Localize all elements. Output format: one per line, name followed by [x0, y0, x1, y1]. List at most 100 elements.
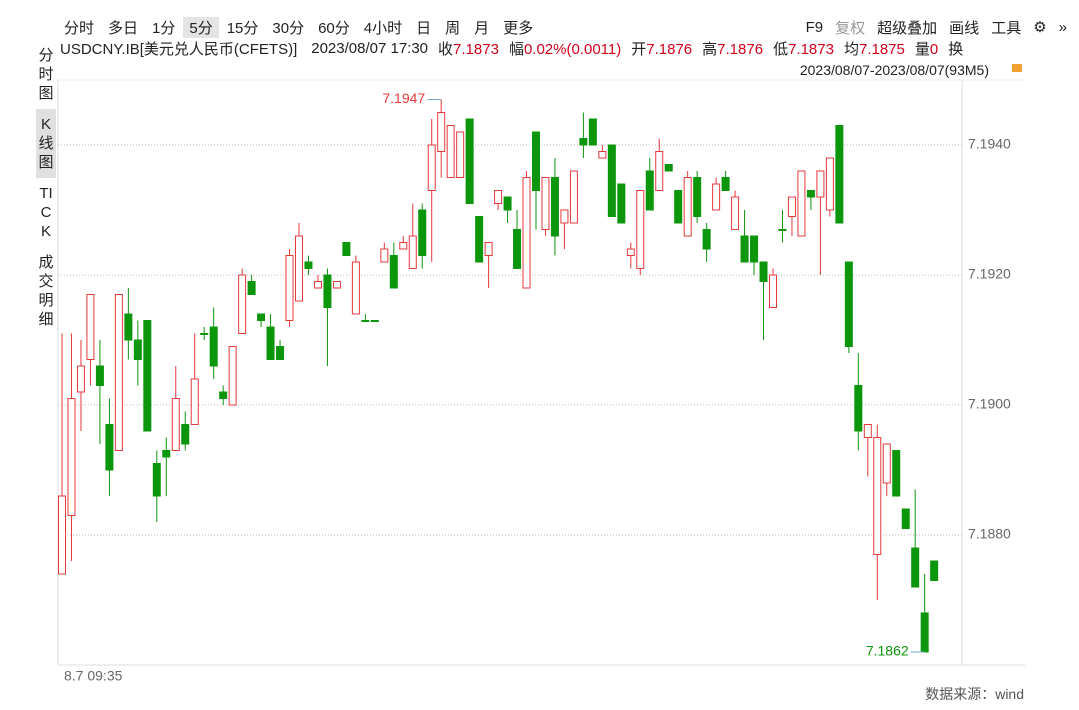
candle-body — [162, 450, 171, 458]
side-tab[interactable]: TICK — [39, 185, 53, 240]
period-tab[interactable]: 周 — [445, 19, 461, 37]
period-tab[interactable]: 30分 — [272, 19, 305, 37]
tool-button[interactable]: 工具 — [991, 19, 1022, 37]
candle-body — [560, 209, 569, 224]
period-tab[interactable]: 更多 — [503, 19, 534, 37]
tool-button[interactable]: 超级叠加 — [877, 19, 938, 37]
candle-body — [721, 177, 730, 191]
candle-body — [787, 196, 796, 217]
more-icon[interactable]: » — [1058, 18, 1067, 36]
field-label: 收 — [438, 40, 454, 58]
tool-button[interactable]: F9 — [805, 18, 824, 36]
candle-body — [465, 118, 474, 204]
period-tab[interactable]: 月 — [474, 19, 490, 37]
field-label: 换 — [948, 40, 964, 58]
tool-button[interactable]: 复权 — [835, 19, 866, 37]
period-tab[interactable]: 日 — [416, 19, 432, 37]
field-value: 7.1876 — [646, 40, 693, 58]
candle-body — [664, 164, 673, 172]
candle-body — [247, 281, 256, 295]
side-tab[interactable]: K线图 — [36, 109, 56, 178]
candle-body — [607, 144, 616, 217]
candle-body — [569, 170, 578, 224]
field-value: 7.1875 — [858, 40, 905, 58]
candle-body — [712, 183, 721, 211]
side-tab[interactable]: 分时图 — [38, 47, 54, 102]
candle-body — [541, 177, 550, 230]
candle-body — [152, 463, 161, 497]
candle-body — [266, 326, 275, 360]
candle-body — [588, 118, 597, 146]
period-tab[interactable]: 15分 — [226, 19, 259, 37]
candle-body — [408, 235, 417, 269]
quote-field: 收7.1873 — [438, 38, 499, 59]
candle-body — [655, 151, 664, 191]
candle-body — [731, 196, 740, 230]
period-tab[interactable]: 多日 — [108, 19, 139, 37]
candle-body — [219, 391, 228, 399]
y-tick-label: 7.1920 — [968, 266, 1011, 282]
candle-body — [105, 424, 114, 471]
candle-body — [399, 242, 408, 250]
candle-body — [58, 495, 66, 575]
candle-body — [323, 274, 332, 308]
period-tab[interactable]: 1分 — [152, 19, 176, 37]
candle-body — [342, 242, 351, 256]
candle-body — [882, 443, 891, 484]
source: 数据来源：wind — [925, 686, 1024, 702]
candle-body — [873, 437, 882, 555]
candle-body — [901, 508, 910, 529]
candle-body — [171, 398, 180, 451]
candle-body — [617, 183, 626, 224]
candle-body — [645, 170, 654, 211]
candle-body — [494, 190, 503, 204]
candle-body — [769, 274, 777, 308]
candle-body — [295, 235, 303, 302]
settings-icon[interactable]: ⚙ — [1033, 19, 1047, 36]
candle-body — [636, 190, 645, 269]
period-tab[interactable]: 分时 — [64, 19, 95, 37]
candle-body — [389, 255, 398, 289]
candle-body — [190, 378, 199, 425]
candle-body — [522, 177, 531, 289]
candle-body — [750, 235, 759, 263]
symbol: USDCNY.IB[美元兑人民币(CFETS)] — [60, 40, 298, 58]
field-label: 高 — [702, 40, 718, 58]
candle-body — [276, 346, 285, 360]
candle-body — [446, 125, 455, 178]
period-tab[interactable]: 5分 — [183, 16, 219, 38]
candle-body — [351, 261, 360, 315]
field-label: 开 — [631, 40, 647, 58]
lock-icon — [1012, 64, 1022, 72]
candle-body — [124, 313, 133, 341]
candle-body — [825, 157, 834, 211]
candle-body — [683, 177, 692, 237]
field-value: 0 — [929, 40, 939, 58]
candle-body — [816, 170, 825, 198]
candle-body — [598, 151, 607, 159]
tool-toolbar: F9 复权 超级叠加 画线 工具 ⚙ » — [794, 16, 1067, 38]
side-tab[interactable]: 成交明细 — [38, 254, 54, 328]
field-value: 7.1876 — [717, 40, 764, 58]
candle-body — [456, 131, 465, 178]
tool-button[interactable]: 画线 — [949, 19, 980, 37]
candle-body — [626, 248, 635, 256]
candle-body — [778, 229, 787, 231]
candle-body — [181, 424, 190, 445]
candle-body — [532, 131, 540, 191]
candle-body — [797, 170, 806, 237]
candle-body — [332, 281, 341, 289]
period-tab[interactable]: 4小时 — [363, 19, 403, 37]
field-label: 均 — [843, 40, 859, 58]
candle-body — [67, 398, 76, 516]
quote-info: USDCNY.IB[美元兑人民币(CFETS)] 2023/08/07 17:30… — [60, 38, 963, 58]
candle-body — [418, 209, 427, 256]
candle-body — [86, 294, 95, 360]
y-tick-label: 7.1880 — [968, 526, 1011, 542]
candle-body — [200, 333, 209, 335]
period-tab[interactable]: 60分 — [318, 19, 350, 37]
datetime: 2023/08/07 17:30 — [311, 39, 429, 57]
quote-field: 高7.1876 — [702, 38, 763, 59]
field-label: 幅 — [508, 40, 524, 58]
